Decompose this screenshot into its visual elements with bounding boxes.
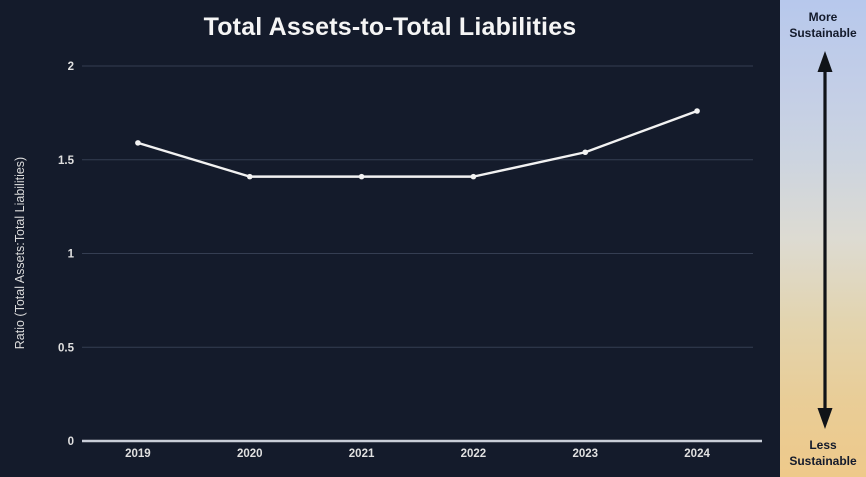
x-tick-label: 2021 [349, 448, 375, 460]
x-tick-label: 2024 [684, 448, 710, 460]
chart-panel: Total Assets-to-Total Liabilities Ratio … [0, 0, 780, 477]
y-tick-label: 1 [68, 249, 75, 261]
data-point [135, 140, 141, 146]
y-tick-label: 0 [68, 436, 74, 448]
sustainability-scale: More Sustainable Less Sustainable [780, 0, 866, 477]
x-tick-label: 2019 [125, 448, 151, 460]
line-chart: 0 0.5 1 1.5 2 2019 2020 2021 2022 2023 2024 [58, 61, 762, 460]
series-line [136, 109, 699, 178]
y-tick-label: 2 [68, 61, 74, 73]
data-point [694, 108, 700, 114]
data-point [246, 173, 253, 180]
data-point [470, 173, 477, 180]
y-tick-label: 1.5 [58, 155, 75, 167]
y-tick-label: 0.5 [58, 342, 75, 354]
x-tick-label: 2020 [237, 448, 263, 460]
scale-label-less-sustainable: Less Sustainable [789, 438, 857, 468]
chart-title: Total Assets-to-Total Liabilities [203, 13, 577, 41]
x-tick-label: 2022 [461, 448, 487, 460]
data-point [582, 149, 589, 156]
scale-label-more-sustainable: More Sustainable [789, 10, 857, 40]
x-tick-label: 2023 [572, 448, 598, 460]
data-point [358, 173, 365, 180]
double-arrow-icon [817, 51, 833, 429]
